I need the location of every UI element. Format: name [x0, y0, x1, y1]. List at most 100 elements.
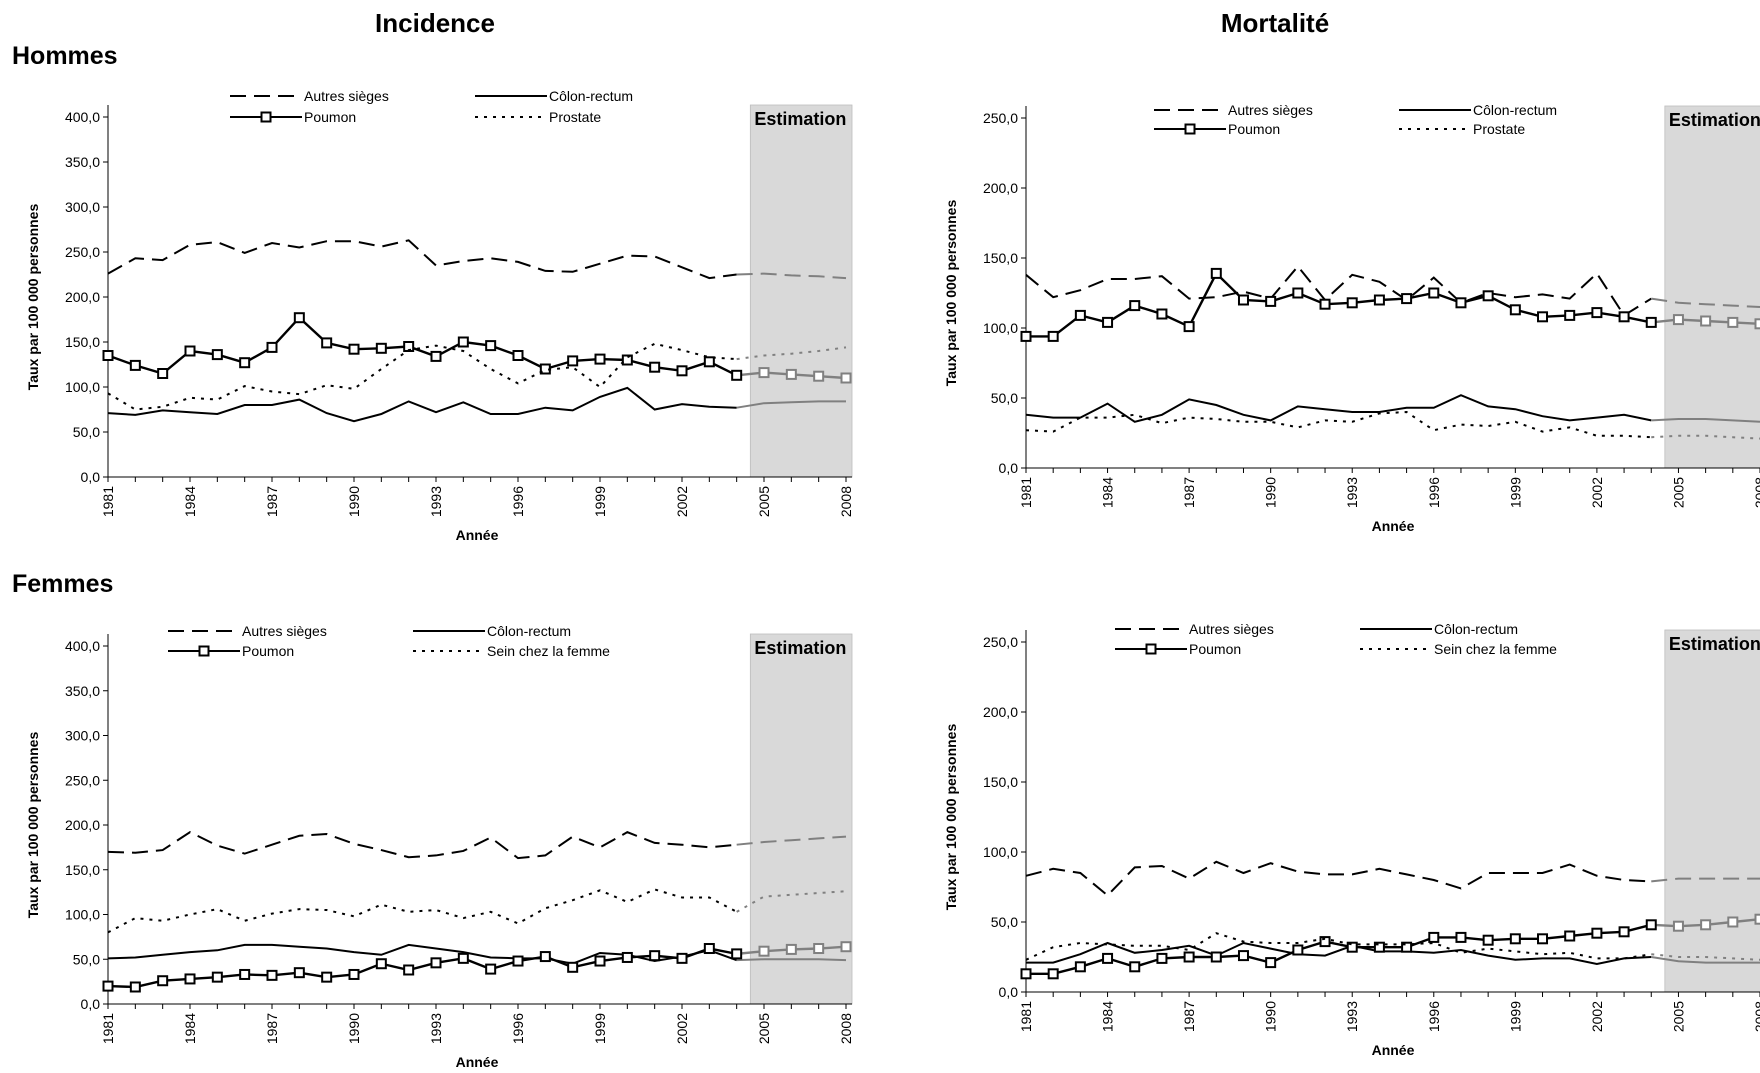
series-marker — [375, 342, 387, 354]
x-tick-label: 1993 — [1344, 477, 1360, 508]
series-marker — [1102, 952, 1114, 964]
series-line-1 — [1026, 941, 1652, 966]
y-tick-label: 350,0 — [65, 154, 100, 170]
series-estimate-line-3 — [736, 890, 847, 913]
series-marker — [840, 372, 852, 384]
series-marker — [184, 345, 196, 357]
y-tick-label: 50,0 — [991, 914, 1018, 930]
series-marker — [1129, 300, 1141, 312]
y-tick-label: 350,0 — [65, 683, 100, 699]
series-marker — [266, 969, 278, 981]
series-marker — [1591, 307, 1603, 319]
x-tick-label: 1981 — [100, 1013, 116, 1044]
series-marker — [813, 370, 825, 382]
series-marker — [1754, 913, 1760, 925]
y-tick-label: 400,0 — [65, 638, 100, 654]
series-estimate-line-3 — [736, 346, 847, 361]
series-marker — [649, 361, 661, 373]
series-marker — [1428, 287, 1440, 299]
series-marker — [1237, 294, 1249, 306]
x-tick-label: 2005 — [756, 486, 772, 517]
series-marker — [840, 941, 852, 953]
x-tick-label: 1987 — [264, 486, 280, 517]
series-marker — [785, 943, 797, 955]
y-tick-label: 100,0 — [65, 907, 100, 923]
series-marker — [731, 369, 743, 381]
x-tick-label: 2008 — [838, 486, 854, 517]
series-line-0 — [107, 239, 737, 280]
series-marker — [211, 971, 223, 983]
x-tick-label: 2002 — [1589, 477, 1605, 508]
y-axis-title: Taux par 100 000 personnes — [25, 204, 41, 391]
series-marker — [676, 365, 688, 377]
y-tick-label: 100,0 — [65, 379, 100, 395]
series-marker — [539, 951, 551, 963]
x-tick-label: 1987 — [264, 1013, 280, 1044]
x-tick-label: 1996 — [1426, 477, 1442, 508]
x-tick-label: 2008 — [1752, 477, 1760, 508]
series-marker — [375, 958, 387, 970]
series-marker — [1346, 297, 1358, 309]
x-tick-label: 1999 — [1507, 477, 1523, 508]
series-estimate-line-0 — [1651, 877, 1760, 883]
legend-marker — [198, 645, 210, 657]
series-marker — [348, 968, 360, 980]
y-tick-label: 150,0 — [65, 862, 100, 878]
x-axis-title: Année — [1372, 518, 1415, 534]
series-marker — [1401, 941, 1413, 953]
column-title-mortalite: Mortalité — [1220, 8, 1330, 38]
series-marker — [594, 353, 606, 365]
series-line-3 — [107, 342, 737, 411]
legend-label: Poumon — [242, 643, 294, 659]
series-marker — [1292, 944, 1304, 956]
series-marker — [457, 336, 469, 348]
x-tick-label: 2005 — [1670, 1001, 1686, 1032]
x-tick-label: 2008 — [1752, 1001, 1760, 1032]
legend-label: Prostate — [1473, 121, 1525, 137]
x-tick-label: 1987 — [1181, 477, 1197, 508]
series-line-2 — [1026, 923, 1652, 975]
y-tick-label: 150,0 — [65, 334, 100, 350]
series-marker — [157, 975, 169, 987]
series-marker — [1319, 298, 1331, 310]
y-tick-label: 300,0 — [65, 199, 100, 215]
series-marker — [485, 340, 497, 352]
series-marker — [1156, 308, 1168, 320]
legend-marker — [1184, 123, 1196, 135]
series-marker — [1210, 951, 1222, 963]
column-title-incidence: Incidence — [375, 8, 495, 38]
x-tick-label: 1999 — [592, 486, 608, 517]
y-tick-label: 250,0 — [983, 634, 1018, 650]
series-marker — [1455, 931, 1467, 943]
legend-marker — [1145, 643, 1157, 655]
series-marker — [321, 971, 333, 983]
series-marker — [785, 368, 797, 380]
legend-label: Autres sièges — [1189, 621, 1274, 637]
x-axis-title: Année — [1372, 1042, 1415, 1058]
x-tick-label: 1993 — [1344, 1001, 1360, 1032]
series-marker — [1672, 314, 1684, 326]
y-tick-label: 0,0 — [81, 996, 101, 1012]
series-marker — [211, 349, 223, 361]
y-tick-label: 250,0 — [65, 244, 100, 260]
series-marker — [703, 356, 715, 368]
y-tick-label: 400,0 — [65, 109, 100, 125]
series-estimate-line-3 — [1651, 953, 1760, 961]
series-marker — [1537, 311, 1549, 323]
series-marker — [430, 957, 442, 969]
series-marker — [1645, 919, 1657, 931]
x-tick-label: 2005 — [1670, 477, 1686, 508]
y-axis-title: Taux par 100 000 personnes — [943, 724, 959, 911]
series-marker — [1156, 952, 1168, 964]
series-marker — [157, 368, 169, 379]
series-marker — [1102, 316, 1114, 328]
series-marker — [621, 951, 633, 963]
series-marker — [1319, 936, 1331, 948]
series-line-0 — [1025, 264, 1652, 317]
series-marker — [239, 968, 251, 980]
x-tick-label: 1990 — [346, 486, 362, 517]
series-estimate-line-0 — [1651, 297, 1760, 308]
series-marker — [1482, 290, 1494, 302]
y-tick-label: 200,0 — [983, 180, 1018, 196]
series-marker — [1700, 919, 1712, 931]
